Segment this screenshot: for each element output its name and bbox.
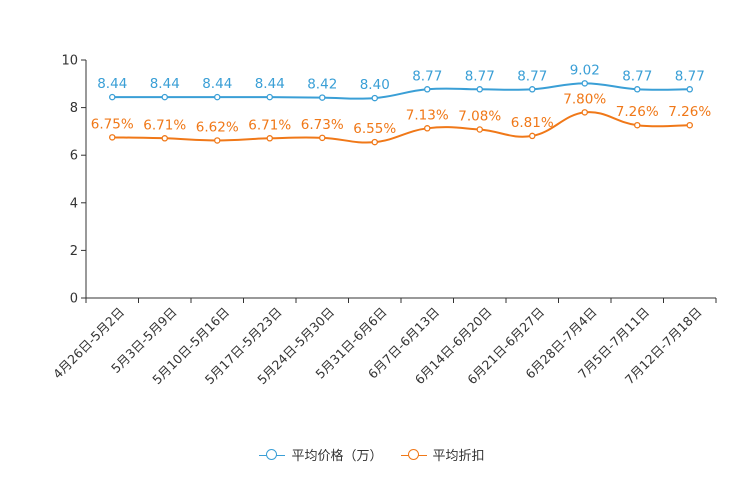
data-label: 7.26% bbox=[616, 104, 659, 120]
data-point[interactable] bbox=[371, 138, 378, 146]
data-point[interactable] bbox=[109, 93, 116, 101]
data-point[interactable] bbox=[529, 86, 536, 93]
legend-price-label: 平均价格（万） bbox=[291, 449, 383, 464]
y-tick-label: 0 bbox=[70, 292, 78, 307]
data-label: 8.40 bbox=[360, 77, 390, 93]
data-label: 9.02 bbox=[570, 62, 600, 78]
y-tick-label: 8 bbox=[70, 101, 78, 116]
data-label: 8.42 bbox=[307, 77, 337, 93]
legend-item-price[interactable]: 平均价格（万） bbox=[259, 445, 383, 464]
data-point[interactable] bbox=[213, 93, 221, 101]
data-point[interactable] bbox=[318, 134, 326, 142]
line-chart: 0 2 4 6 8 10 4月26日-5月2日5月3日-5月9日5月10日-5月16日5月… bbox=[50, 54, 717, 387]
y-tick-label: 10 bbox=[61, 54, 78, 69]
data-point[interactable] bbox=[266, 93, 273, 101]
data-point[interactable] bbox=[686, 121, 694, 129]
legend-price-marker-icon bbox=[259, 448, 286, 462]
legend-item-discount[interactable]: 平均折扣 bbox=[400, 445, 485, 464]
data-point[interactable] bbox=[581, 80, 589, 87]
data-point[interactable] bbox=[213, 137, 221, 144]
data-label: 8.77 bbox=[622, 68, 652, 84]
data-label: 8.77 bbox=[517, 68, 547, 84]
legend-discount-label: 平均折扣 bbox=[432, 449, 485, 464]
data-label: 6.73% bbox=[301, 117, 344, 133]
data-point[interactable] bbox=[634, 86, 641, 93]
data-point[interactable] bbox=[686, 86, 694, 93]
data-point[interactable] bbox=[529, 132, 536, 140]
legend: 平均价格（万） 平均折扣 bbox=[0, 445, 744, 464]
data-label: 7.80% bbox=[563, 91, 606, 107]
series-layer: 8.44 8.44 8.44 8.44 8.42 8.40 8.77 8.77 8.77 9.02… bbox=[91, 62, 711, 146]
legend-discount-marker-icon bbox=[400, 448, 427, 462]
y-axis: 0 2 4 6 8 10 bbox=[61, 54, 87, 307]
data-point[interactable] bbox=[318, 94, 326, 101]
data-label: 7.26% bbox=[668, 104, 711, 120]
data-label: 6.62% bbox=[196, 119, 239, 135]
y-tick-label: 2 bbox=[70, 244, 78, 259]
data-point[interactable] bbox=[634, 121, 641, 129]
data-point[interactable] bbox=[423, 86, 431, 93]
data-label: 6.81% bbox=[511, 115, 554, 131]
data-point[interactable] bbox=[161, 93, 168, 101]
data-label: 8.77 bbox=[412, 68, 442, 84]
data-label: 8.44 bbox=[97, 76, 127, 92]
data-label: 7.08% bbox=[458, 108, 501, 124]
series-line-0 bbox=[112, 82, 690, 100]
data-point[interactable] bbox=[161, 135, 168, 142]
data-label: 7.13% bbox=[406, 107, 449, 123]
data-point[interactable] bbox=[423, 125, 431, 132]
data-label: 6.55% bbox=[353, 121, 396, 137]
data-label: 8.44 bbox=[150, 76, 180, 92]
y-tick-label: 6 bbox=[70, 149, 78, 164]
data-point[interactable] bbox=[476, 86, 483, 93]
data-label: 6.71% bbox=[248, 117, 291, 133]
data-point[interactable] bbox=[581, 109, 589, 116]
y-tick-label: 4 bbox=[70, 196, 78, 211]
data-point[interactable] bbox=[266, 135, 273, 142]
data-point[interactable] bbox=[109, 134, 116, 141]
data-label: 8.77 bbox=[465, 68, 495, 84]
data-label: 8.44 bbox=[255, 76, 285, 92]
x-axis: 4月26日-5月2日5月3日-5月9日5月10日-5月16日5月17日-5月23… bbox=[50, 297, 717, 387]
data-point[interactable] bbox=[476, 126, 483, 133]
data-label: 8.77 bbox=[675, 68, 705, 84]
data-label: 6.75% bbox=[91, 116, 134, 132]
data-label: 8.44 bbox=[202, 76, 232, 92]
data-point[interactable] bbox=[371, 94, 378, 102]
series-line-1 bbox=[112, 111, 690, 144]
data-label: 6.71% bbox=[143, 117, 186, 133]
